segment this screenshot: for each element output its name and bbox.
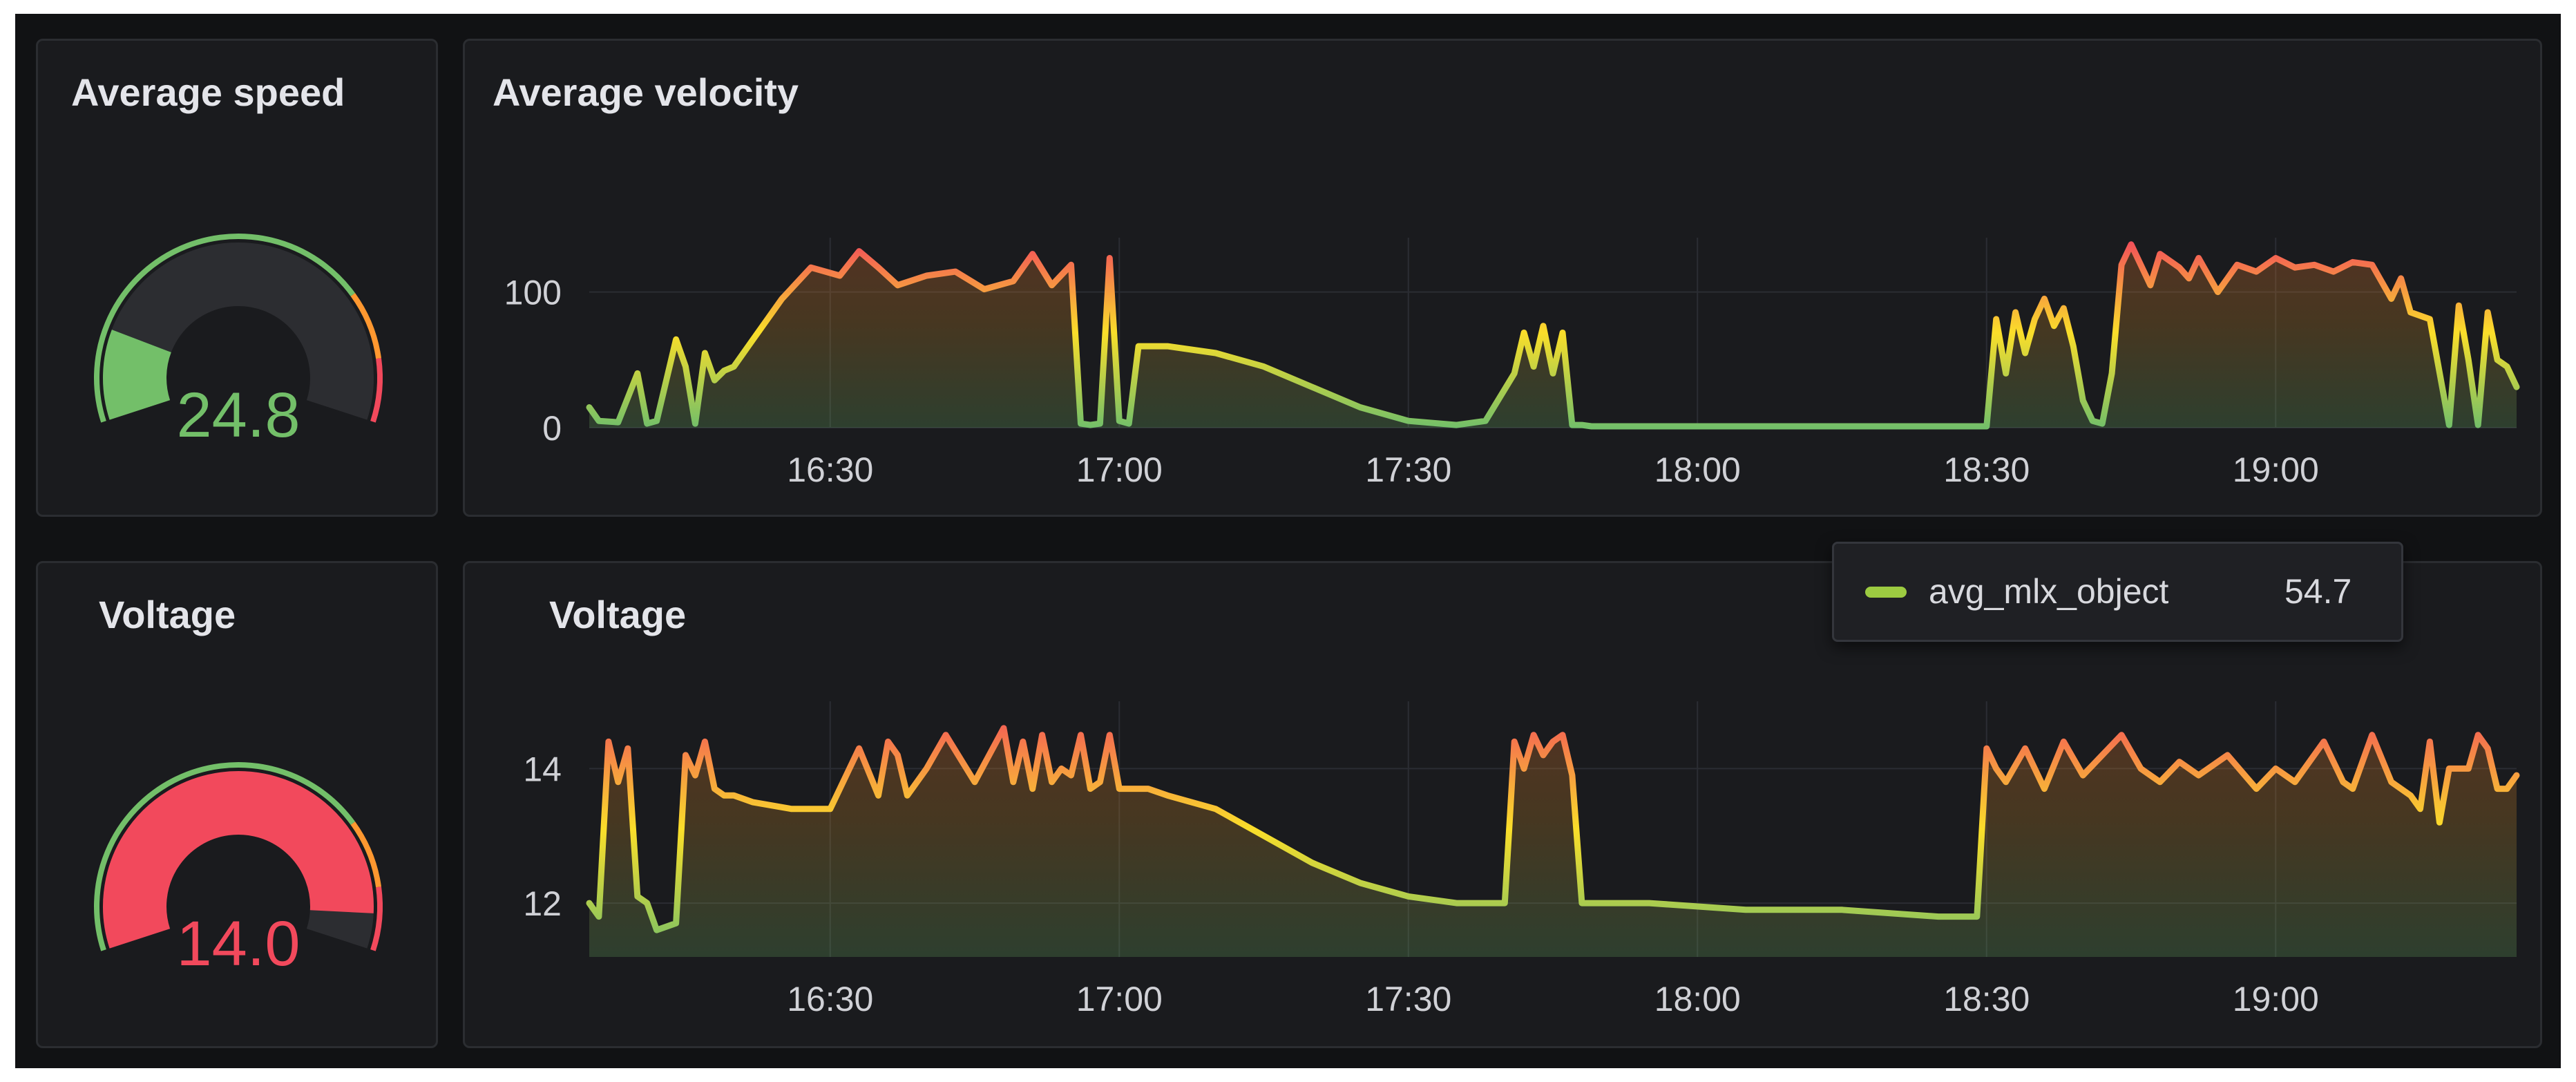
voltage-y-tick-label: 12 [523, 884, 562, 923]
voltage-x-tick-label: 16:30 [787, 980, 873, 1018]
voltage-y-tick-label: 14 [523, 750, 562, 788]
velocity-y-tick-label: 0 [542, 409, 562, 448]
voltage-x-tick-label: 19:00 [2233, 980, 2319, 1018]
tooltip-series-swatch [1865, 587, 1907, 598]
velocity-area [589, 244, 2517, 428]
speed-gauge-panel[interactable]: Average speed 24.8 [36, 39, 438, 517]
voltage-chart-panel[interactable]: Voltage 16:30 17:00 17:30 18:00 18:30 19:00 12… [463, 561, 2542, 1048]
velocity-x-tick-label: 16:30 [787, 450, 873, 489]
voltage-x-tick-label: 17:30 [1365, 980, 1451, 1018]
voltage-x-tick-label: 17:00 [1076, 980, 1163, 1018]
speed-gauge-value: 24.8 [176, 380, 300, 450]
voltage-gauge-title: Voltage [99, 593, 236, 636]
voltage-gauge-threshold-red [370, 886, 383, 951]
velocity-x-tick-label: 17:00 [1076, 450, 1163, 489]
speed-gauge-title: Average speed [71, 70, 345, 114]
speed-gauge-threshold-green [94, 234, 356, 423]
dashboard: Average speed 24.8 Average velocity 16:3… [15, 14, 2561, 1068]
velocity-chart-title: Average velocity [493, 70, 799, 114]
voltage-gauge-threshold-green [94, 762, 356, 951]
voltage-gauge-panel[interactable]: Voltage 14.0 [36, 561, 438, 1048]
voltage-gauge-value-arc [103, 771, 374, 949]
voltage-x-tick-label: 18:30 [1943, 980, 2030, 1018]
speed-gauge-value-arc [103, 330, 172, 420]
velocity-x-tick-label: 17:30 [1365, 450, 1451, 489]
velocity-chart: 16:30 17:00 17:30 18:00 18:30 19:00 0 100 [504, 238, 2520, 489]
voltage-chart: 16:30 17:00 17:30 18:00 18:30 19:00 12 14 [523, 701, 2520, 1018]
voltage-x-tick-label: 18:00 [1654, 980, 1741, 1018]
velocity-x-tick-label: 19:00 [2233, 450, 2319, 489]
velocity-y-tick-label: 100 [504, 274, 562, 312]
speed-gauge: 24.8 [94, 234, 383, 450]
voltage-series-line [586, 725, 2520, 933]
speed-gauge-threshold-red [370, 358, 383, 423]
series-tooltip: avg_mlx_object 54.7 [1832, 542, 2403, 642]
velocity-series-line [586, 241, 2520, 430]
voltage-gauge-threshold-orange [350, 822, 382, 888]
speed-gauge-threshold-orange [350, 293, 382, 359]
velocity-chart-panel[interactable]: Average velocity 16:30 17:00 17:30 18:00 18:… [463, 39, 2542, 517]
velocity-x-tick-label: 18:00 [1654, 450, 1741, 489]
tooltip-series-value: 54.7 [2284, 572, 2352, 611]
voltage-area [589, 728, 2517, 957]
voltage-gauge: 14.0 [94, 762, 383, 979]
velocity-x-tick-label: 18:30 [1943, 450, 2030, 489]
voltage-gauge-value: 14.0 [176, 909, 300, 979]
voltage-chart-title: Voltage [549, 593, 687, 636]
tooltip-series-name: avg_mlx_object [1929, 572, 2169, 611]
